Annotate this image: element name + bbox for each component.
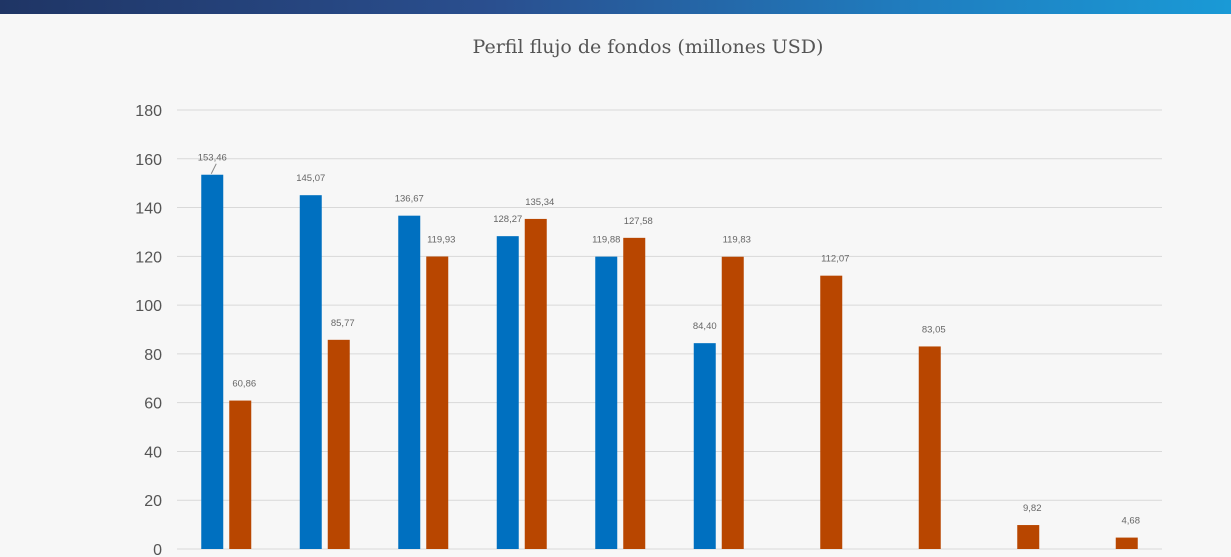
data-label: 145,07 bbox=[296, 173, 325, 184]
bar-series2-cat10 bbox=[1115, 537, 1138, 549]
gridlines bbox=[177, 109, 1162, 550]
bar-series1-cat5 bbox=[595, 256, 618, 549]
bar-series2-cat2 bbox=[327, 339, 350, 549]
y-axis-ticks: 0 20 40 60 80 100 120 140 160 180 bbox=[135, 103, 162, 557]
data-label: 60,86 bbox=[232, 379, 256, 390]
chart-title: Perfil flujo de fondos (millones USD) bbox=[473, 36, 824, 58]
y-tick-label: 160 bbox=[135, 152, 162, 169]
bar-series1-cat6 bbox=[693, 343, 716, 549]
data-label: 153,46 bbox=[198, 153, 227, 164]
data-label: 83,05 bbox=[922, 324, 946, 335]
y-tick-label: 120 bbox=[135, 249, 162, 266]
data-label: 119,88 bbox=[592, 235, 620, 246]
data-label: 112,07 bbox=[821, 254, 849, 265]
header-gradient-bar bbox=[0, 0, 1231, 14]
data-labels: 153,46 145,07 136,67 128,27 119,88 84,40 60,86… bbox=[198, 153, 1140, 527]
data-label: 135,34 bbox=[525, 197, 554, 208]
data-label: 9,82 bbox=[1023, 503, 1042, 514]
data-label: 127,58 bbox=[624, 216, 653, 227]
y-tick-label: 20 bbox=[144, 493, 162, 510]
bar-series2-cat3 bbox=[426, 256, 449, 549]
bar-series1-cat4 bbox=[496, 236, 519, 549]
bar-series2-cat5 bbox=[623, 237, 646, 549]
y-tick-label: 100 bbox=[135, 298, 162, 315]
data-label: 85,77 bbox=[331, 318, 355, 329]
y-tick-label: 140 bbox=[135, 201, 162, 218]
data-label: 128,27 bbox=[493, 214, 522, 225]
bar-series2-cat6 bbox=[721, 256, 744, 549]
bar-series2-cat8 bbox=[918, 346, 941, 549]
y-tick-label: 0 bbox=[153, 542, 162, 557]
bar-series2-cat1 bbox=[229, 400, 252, 549]
bar-series2-cat7 bbox=[820, 275, 843, 549]
label-leader-line bbox=[210, 163, 217, 174]
y-tick-label: 180 bbox=[135, 103, 162, 120]
bar-series2-cat4 bbox=[524, 218, 547, 549]
data-label: 119,93 bbox=[427, 235, 455, 246]
bars bbox=[201, 174, 1138, 550]
y-tick-label: 40 bbox=[144, 444, 162, 461]
y-tick-label: 60 bbox=[144, 396, 162, 413]
bar-series1-cat2 bbox=[299, 195, 322, 550]
data-label: 136,67 bbox=[395, 194, 424, 205]
bar-series2-cat9 bbox=[1017, 525, 1040, 549]
data-label: 119,83 bbox=[723, 235, 751, 246]
bar-series1-cat1 bbox=[201, 174, 224, 550]
bar-series1-cat3 bbox=[398, 215, 421, 549]
y-tick-label: 80 bbox=[144, 347, 162, 364]
data-label: 4,68 bbox=[1122, 516, 1141, 527]
data-label: 84,40 bbox=[693, 321, 717, 332]
